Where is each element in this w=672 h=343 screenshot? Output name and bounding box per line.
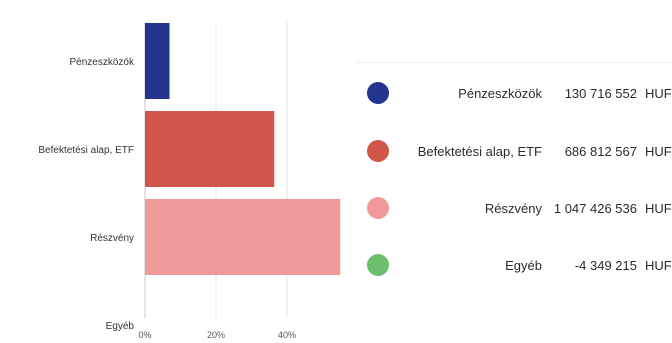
category-label: Egyéb [106,321,135,332]
legend-name: Egyéb [505,257,542,273]
category-label: Pénzeszközök [70,57,135,68]
legend-value: 686 812 567 [564,143,637,159]
legend-value: 130 716 552 [564,85,637,101]
x-tick-label: 0% [138,330,151,340]
legend-name: Pénzeszközök [458,85,542,101]
bar-1 [145,111,275,187]
legend-color-dot [367,82,389,104]
legend-name: Részvény [484,200,542,216]
bar-2 [145,199,341,275]
legend-currency: HUF [645,200,672,216]
legend-value: 1 047 426 536 [553,200,637,216]
category-label: Befektetési alap, ETF [38,145,134,156]
category-label: Részvény [90,233,134,244]
legend-color-dot [367,254,389,276]
x-tick-label: 20% [207,330,225,340]
legend-row-penzeszkozok[interactable]: Pénzeszközök 130 716 552 HUF [357,78,672,108]
legend-row-reszveny[interactable]: Részvény 1 047 426 536 HUF [357,193,672,223]
legend-row-befektetesi-alap[interactable]: Befektetési alap, ETF 686 812 567 HUF [357,136,672,166]
legend-currency: HUF [645,143,672,159]
bar-0 [145,23,170,99]
legend-color-dot [367,197,389,219]
legend-currency: HUF [645,85,672,101]
legend-color-dot [367,140,389,162]
legend-value: -4 349 215 [574,257,637,273]
legend-row-egyeb[interactable]: Egyéb -4 349 215 HUF [357,250,672,280]
legend-name: Befektetési alap, ETF [417,143,542,159]
bar-chart: Pénzeszközök Befektetési alap, ETF Részvén… [38,22,341,340]
chart-legend: Pénzeszközök 130 716 552 HUF Befektetési… [357,62,672,321]
x-tick-label: 40% [278,330,296,340]
legend-currency: HUF [645,257,672,273]
